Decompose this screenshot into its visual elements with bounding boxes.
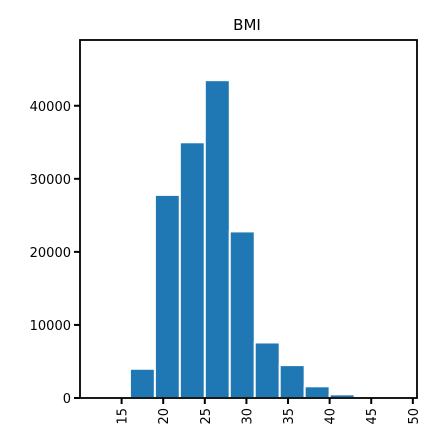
histogram-bar-6 [253,341,281,400]
histogram-bar-2 [153,193,181,399]
x-tick-label: 25 [199,408,214,425]
x-axis: 15 20 25 30 35 40 45 50 [116,398,422,425]
y-tick-label: 0 [63,392,71,407]
bars-group [128,79,356,400]
plot-frame [79,39,418,399]
histogram-bar-4 [203,79,231,399]
x-tick-label: 40 [324,408,339,425]
histogram-bar-8 [303,385,331,400]
y-axis: 0 10000 20000 30000 40000 [30,100,80,407]
x-tick-label: 45 [365,408,380,425]
chart-title: BMI [233,16,261,34]
x-tick-label: 30 [240,408,255,425]
y-tick-label: 20000 [30,246,71,261]
y-tick-label: 40000 [30,100,71,115]
histogram-bar-3 [178,141,206,399]
histogram-bar-5 [228,230,256,399]
x-tick-label: 15 [116,408,131,425]
y-tick-label: 10000 [30,319,71,334]
y-tick-label: 30000 [30,173,71,188]
x-tick-label: 50 [407,408,422,425]
x-tick-label: 20 [157,408,172,425]
histogram-bar-7 [278,364,306,399]
x-tick-label: 35 [282,408,297,425]
histogram-bar-1 [128,367,156,400]
